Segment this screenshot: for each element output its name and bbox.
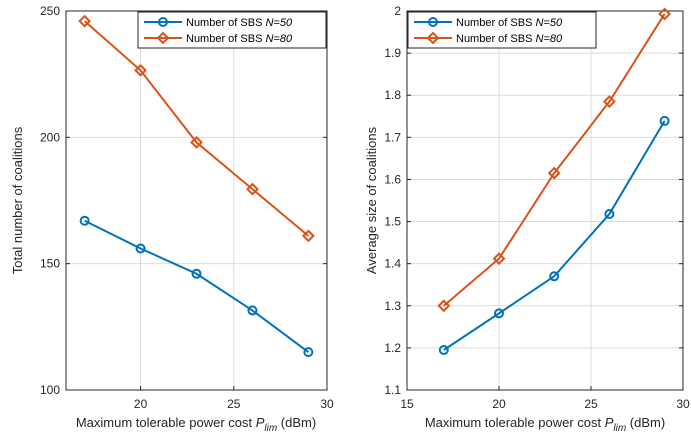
axes-frame — [406, 10, 684, 391]
y-tick-label: 250 — [40, 4, 60, 18]
x-tick-label: 25 — [584, 397, 598, 411]
data-point — [246, 182, 259, 196]
series-line-2 — [443, 13, 666, 307]
legend-label: Number of SBS N=50 — [456, 17, 563, 29]
y-tick-label: 1.3 — [384, 299, 401, 313]
legend-marker — [158, 17, 168, 27]
y-tick-label: 150 — [40, 257, 60, 271]
legend-marker — [428, 17, 438, 27]
x-tick-label: 25 — [227, 397, 241, 411]
data-point — [604, 208, 615, 219]
data-point — [437, 299, 451, 313]
y-tick-label: 2 — [394, 4, 401, 18]
x-axis-label: Maximum tolerable power cost Plim (dBm) — [425, 415, 665, 434]
chart-2: 15 20 25 30 1.1 1.2 1.3 1.4 1.5 1.6 1.7 1.8 1.9 2 Aver… — [364, 4, 690, 434]
data-point — [78, 14, 92, 28]
data-point — [303, 347, 314, 358]
y-tick-label: 200 — [40, 130, 60, 144]
y-tick-label: 1.4 — [384, 257, 401, 271]
legend-label: Number of SBS N=50 — [186, 17, 293, 29]
data-point — [134, 63, 147, 77]
y-tick-label: 1.6 — [384, 172, 401, 186]
x-tick-label: 30 — [320, 397, 334, 411]
data-point — [247, 305, 258, 316]
y-tick-label: 1.9 — [384, 46, 401, 60]
y-axis-label: Total number of coalitions — [10, 126, 25, 274]
axes-frame — [65, 10, 328, 391]
legend-marker — [156, 31, 170, 45]
x-tick-label: 20 — [492, 397, 506, 411]
data-point — [602, 95, 616, 108]
data-point — [549, 271, 560, 282]
data-point — [191, 268, 202, 279]
data-point — [494, 308, 504, 319]
data-point — [438, 344, 449, 355]
y-axis-label: Average size of coalitions — [364, 126, 379, 274]
plot-area — [66, 11, 327, 390]
x-axis-label: Maximum tolerable power cost Plim (dBm) — [76, 415, 316, 434]
y-tick-label: 1.7 — [384, 130, 401, 144]
y-tick-label: 100 — [40, 383, 60, 397]
y-tick-label: 1.1 — [384, 383, 401, 397]
y-tick-label: 1.8 — [384, 88, 401, 102]
data-point — [79, 215, 90, 226]
legend-label: Number of SBS N=80 — [186, 33, 293, 45]
legend-box — [407, 11, 597, 49]
x-tick-label: 30 — [676, 397, 690, 411]
chart-1: 20 25 30 100 150 200 250 Total number of coalit… — [10, 4, 334, 434]
data-point — [190, 135, 203, 149]
y-tick-label: 1.2 — [384, 341, 401, 355]
legend-marker — [426, 31, 440, 45]
x-tick-label: 15 — [400, 397, 414, 411]
plot-area — [407, 11, 683, 390]
series-line-2 — [83, 20, 309, 237]
series-line-1 — [443, 120, 666, 351]
x-tick-label: 20 — [134, 397, 148, 411]
data-point — [301, 229, 315, 243]
data-point — [135, 243, 146, 254]
data-point — [547, 166, 561, 180]
legend-box — [137, 11, 327, 49]
data-point — [658, 7, 672, 21]
y-tick-label: 1.5 — [384, 215, 401, 229]
data-point — [659, 115, 670, 126]
legend-label: Number of SBS N=80 — [456, 33, 563, 45]
series-line-1 — [84, 219, 309, 353]
data-point — [492, 252, 506, 266]
